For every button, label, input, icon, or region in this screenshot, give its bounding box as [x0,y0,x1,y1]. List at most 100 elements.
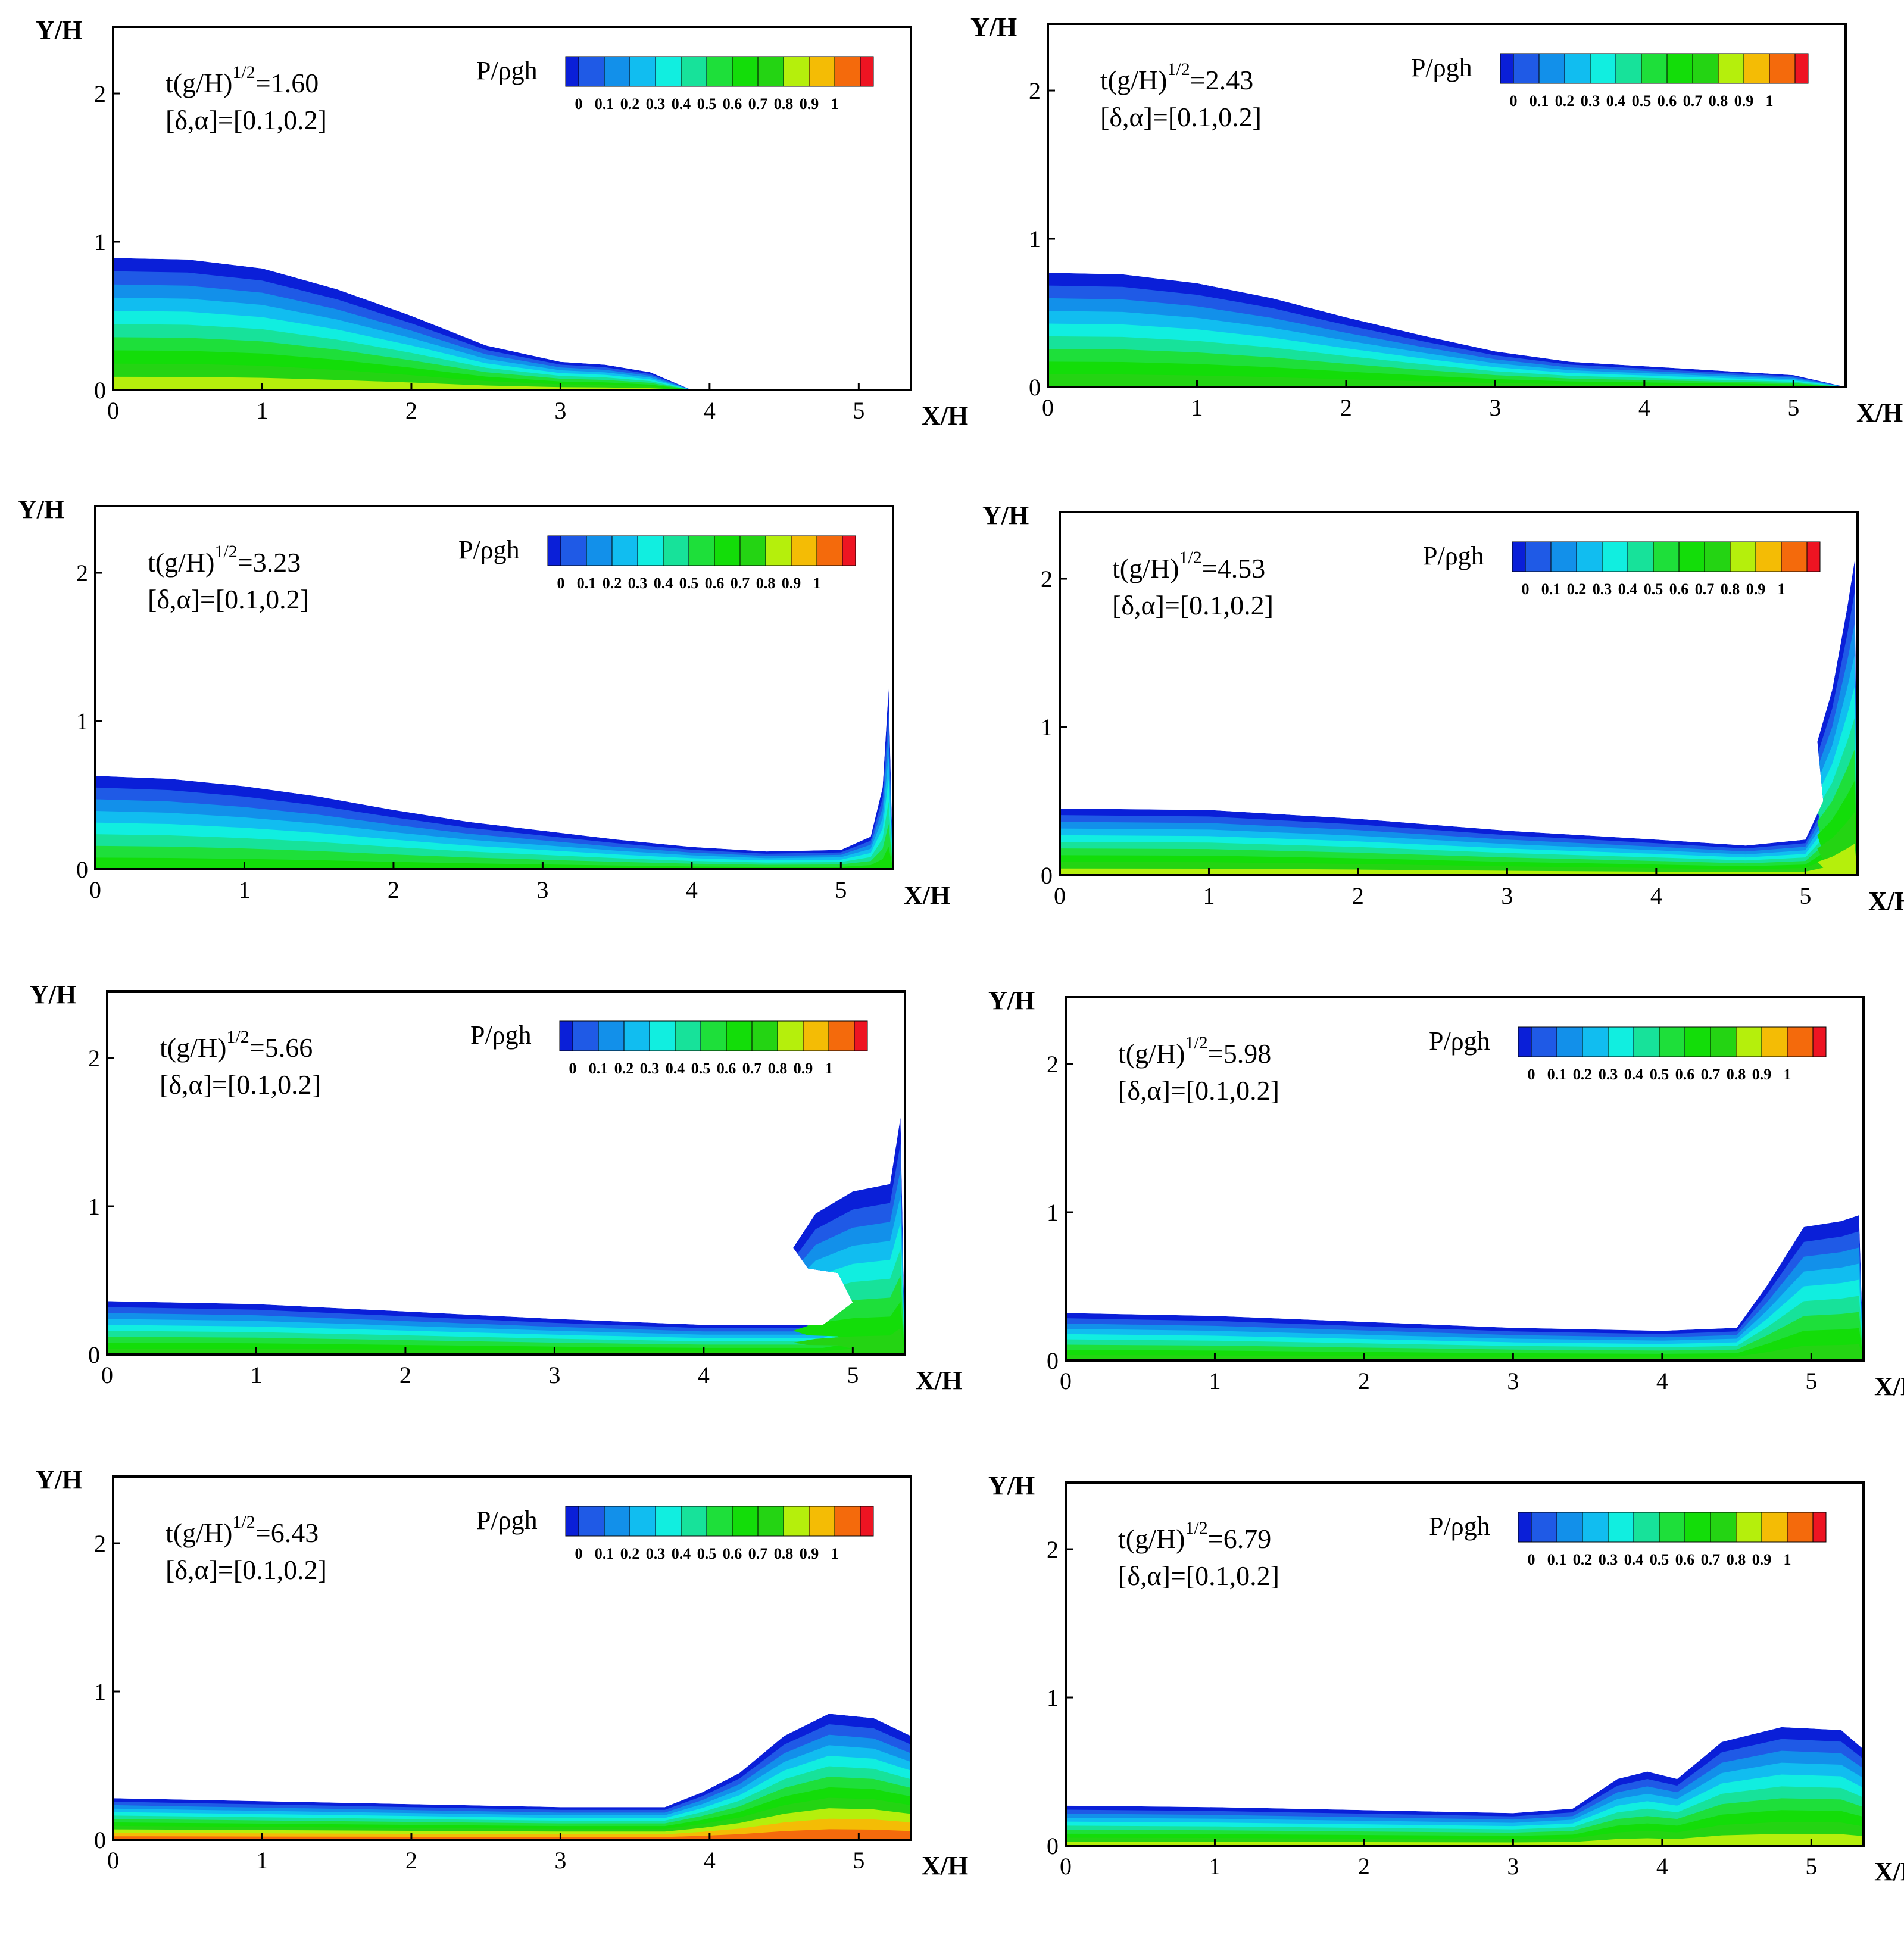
y-tick-label: 1 [88,1193,100,1220]
y-tick-label: 0 [94,377,106,404]
fluid-region [113,258,692,390]
pressure-band [1066,1312,1864,1360]
colorbar-tick-label: 0.6 [1675,1066,1695,1083]
colorbar-swatch [586,535,613,566]
colorbar-swatch [1550,541,1577,572]
colorbar-tick-label: 0.8 [774,1545,794,1562]
contour-panel-g: 0 1 2 3 4 5 0 1 2 X/H Y/H t(g/H)1/2=6.43 [δ,α]=[0.1,… [18,1465,968,1929]
fluid-region [1060,561,1858,875]
plot-frame [94,505,894,870]
colorbar-tick-label: 0 [1528,1551,1535,1568]
colorbar-tick-label: 0.6 [1658,92,1677,110]
colorbar-tick-label: 0.7 [742,1060,762,1077]
colorbar-tick-label: 0.6 [723,1545,742,1562]
y-tick-label: 1 [1047,1199,1059,1226]
x-tick-label: 0 [1054,882,1066,909]
colorbar-tick-label: 0.1 [589,1060,608,1077]
colorbar-tick-label: 0.1 [577,575,597,592]
colorbar-tick-label: 1 [1766,92,1774,110]
colorbar-tick-label: 0.4 [1624,1551,1644,1568]
colorbar-swatch [860,56,874,87]
colorbar-swatch [1615,53,1642,84]
x-axis-label: X/H [922,1851,968,1880]
x-tick-label: 5 [1805,1853,1817,1880]
colorbar-swatch [700,1020,727,1051]
pressure-band [1066,1344,1864,1360]
colorbar-swatch [565,1506,579,1537]
x-tick-label: 2 [405,397,417,424]
colorbar-tick-label: 0.7 [1683,92,1703,110]
colorbar-tick-label: 0.2 [1573,1066,1593,1083]
colorbar-swatch [1608,1512,1634,1543]
x-tick-label: 2 [1358,1368,1370,1394]
y-tick-label: 0 [76,856,88,883]
colorbar-swatch [1518,1512,1532,1543]
x-tick-label: 2 [1358,1853,1370,1880]
colorbar-swatch [1718,53,1744,84]
colorbar-tick-label: 1 [831,95,839,113]
params-annotation: [δ,α]=[0.1,0.2] [1118,1561,1279,1591]
contour-panel-h: 0 1 2 3 4 5 0 1 2 X/H Y/H t(g/H)1/2=6.79 [δ,α]=[0.1,… [970,1471,1904,1935]
colorbar-swatch [623,1020,650,1051]
colorbar-swatch [611,535,638,566]
colorbar-tick-label: 0.4 [672,1545,691,1562]
colorbar-tick-label: 0.3 [1599,1551,1618,1568]
y-tick-label: 0 [1047,1347,1059,1374]
colorbar-swatch [1761,1026,1788,1057]
colorbar-swatch [1582,1512,1609,1543]
colorbar-swatch [803,1020,829,1051]
x-tick-label: 1 [1209,1853,1221,1880]
x-tick-label: 3 [554,397,566,424]
x-tick-label: 1 [238,876,250,903]
pressure-band [1060,844,1858,875]
colorbar-swatch [1761,1512,1788,1543]
colorbar-tick-label: 0.2 [1567,580,1587,598]
colorbar-swatch [598,1020,625,1051]
colorbar-swatch [751,1020,778,1051]
x-tick-label: 1 [250,1362,262,1388]
fluid-region [1066,1727,1864,1846]
colorbar-tick-label: 0.8 [774,95,794,113]
time-annotation: t(g/H)1/2=3.23 [148,542,301,578]
time-annotation: t(g/H)1/2=5.66 [160,1027,313,1063]
colorbar-swatch [1710,1512,1737,1543]
colorbar-title: P/ρgh [476,1506,538,1535]
pressure-band [1066,1328,1864,1360]
x-tick-label: 3 [554,1847,566,1874]
y-axis-label: Y/H [18,495,64,524]
colorbar-swatch [1538,53,1565,84]
x-tick-label: 4 [704,1847,716,1874]
pressure-band [1048,374,1846,387]
y-tick-label: 2 [94,1530,106,1557]
colorbar-tick-label: 0.6 [1675,1551,1695,1568]
y-tick-label: 1 [94,1678,106,1705]
colorbar-swatch [655,56,682,87]
contour-panel-a: 0 1 2 3 4 5 0 1 2 X/H Y/H t(g/H)1/2=1.60 [δ,α]=[0.1,… [18,15,968,479]
colorbar-tick-label: 0.6 [705,575,725,592]
x-tick-label: 1 [256,397,268,424]
plot-frame [1059,511,1859,876]
colorbar-swatch [854,1020,868,1051]
colorbar-tick-label: 0.3 [628,575,648,592]
y-axis-label: Y/H [36,1465,82,1494]
colorbar-tick-label: 0.2 [1555,92,1575,110]
colorbar-tick-label: 0.5 [697,95,717,113]
colorbar-tick-label: 0.2 [603,575,622,592]
plot-frame [1065,1481,1865,1847]
colorbar-swatch [1518,1026,1532,1057]
pressure-band [1066,1279,1864,1360]
x-tick-label: 1 [1191,394,1203,421]
colorbar-tick-label: 0.9 [800,1545,819,1562]
colorbar-swatch [809,56,835,87]
x-tick-label: 0 [107,1847,119,1874]
plot-frame [106,990,906,1356]
contour-panel-e: 0 1 2 3 4 5 0 1 2 X/H Y/H t(g/H)1/2=5.66 [δ,α]=[0.1,… [12,979,962,1444]
colorbar-swatch [765,535,792,566]
colorbar-swatch [1736,1512,1762,1543]
colorbar-tick-label: 0.7 [731,575,750,592]
colorbar-tick-label: 0.5 [1650,1066,1669,1083]
colorbar-swatch [1564,53,1591,84]
colorbar-swatch [604,56,630,87]
colorbar-swatch [1678,541,1705,572]
colorbar-tick-label: 0 [569,1060,577,1077]
